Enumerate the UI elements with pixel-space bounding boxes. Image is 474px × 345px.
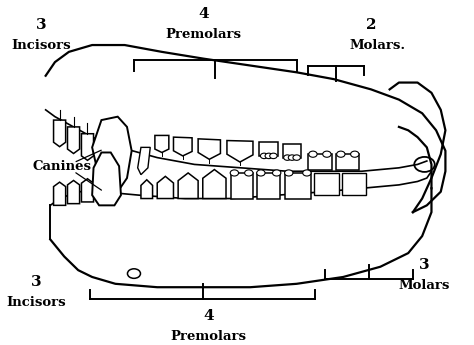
Polygon shape (257, 173, 281, 198)
Text: Premolars: Premolars (170, 330, 246, 343)
Polygon shape (92, 117, 132, 192)
Text: Incisors: Incisors (11, 39, 71, 51)
Polygon shape (92, 152, 121, 205)
Text: Molars: Molars (399, 279, 450, 292)
Circle shape (293, 155, 301, 160)
Circle shape (337, 151, 345, 157)
Polygon shape (231, 173, 253, 198)
Polygon shape (283, 144, 301, 158)
Circle shape (284, 170, 293, 176)
Polygon shape (137, 147, 150, 175)
Polygon shape (67, 127, 80, 154)
Text: 4: 4 (203, 309, 214, 323)
Polygon shape (54, 120, 65, 147)
Polygon shape (203, 169, 226, 198)
Circle shape (230, 170, 238, 176)
Circle shape (351, 151, 359, 157)
Circle shape (265, 153, 273, 159)
Polygon shape (141, 180, 153, 198)
Circle shape (309, 151, 317, 157)
Polygon shape (336, 154, 359, 169)
Polygon shape (178, 173, 198, 198)
Circle shape (283, 155, 291, 160)
Text: 2: 2 (366, 18, 376, 32)
Polygon shape (314, 173, 338, 195)
Polygon shape (342, 173, 366, 195)
Text: 4: 4 (199, 7, 209, 21)
Circle shape (245, 170, 253, 176)
Circle shape (257, 170, 265, 176)
Polygon shape (308, 154, 331, 169)
Circle shape (270, 153, 277, 159)
Polygon shape (285, 173, 310, 198)
Polygon shape (227, 140, 253, 162)
Circle shape (323, 151, 331, 157)
Text: Molars.: Molars. (350, 39, 406, 51)
Polygon shape (54, 182, 65, 205)
Polygon shape (155, 136, 169, 152)
Circle shape (303, 170, 311, 176)
Polygon shape (157, 176, 173, 198)
Circle shape (260, 153, 268, 159)
Polygon shape (173, 137, 192, 156)
Text: 3: 3 (31, 275, 42, 289)
Polygon shape (82, 134, 93, 160)
Polygon shape (67, 180, 80, 204)
Text: Premolars: Premolars (166, 28, 242, 41)
Circle shape (273, 170, 281, 176)
Text: 3: 3 (36, 18, 46, 32)
Text: 3: 3 (419, 258, 430, 272)
Text: Canines: Canines (32, 160, 91, 172)
Polygon shape (259, 142, 278, 156)
Text: Incisors: Incisors (7, 296, 66, 309)
Polygon shape (198, 139, 220, 159)
Circle shape (288, 155, 296, 160)
Polygon shape (82, 179, 93, 202)
